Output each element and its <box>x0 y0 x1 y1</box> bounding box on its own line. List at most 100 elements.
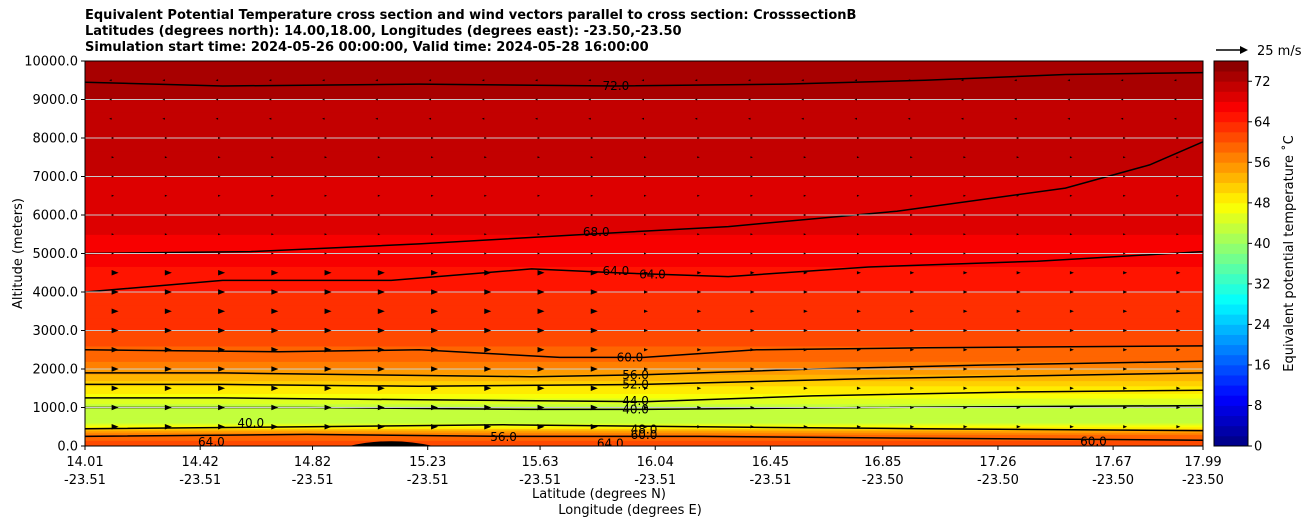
wind-vector <box>111 233 115 236</box>
wind-vector <box>162 79 165 82</box>
colorbar-label: Equivalent potential temperature ˚C <box>1281 135 1297 371</box>
wind-vector <box>324 252 328 255</box>
wind-vector <box>960 79 964 82</box>
wind-vector <box>856 137 860 139</box>
plot-clip-group: 72.068.064.0 64.060.056.052.044.040.040.0… <box>85 61 1203 446</box>
wind-vector <box>164 404 172 411</box>
wind-vector <box>697 156 700 159</box>
x-tick-label-lon: -23.51 <box>292 473 334 488</box>
wind-vector <box>854 98 857 101</box>
wind-vector <box>697 175 700 178</box>
wind-vector <box>271 423 279 430</box>
wind-vector <box>1176 425 1181 429</box>
wind-vector <box>481 79 485 82</box>
colorbar-segment <box>1214 334 1248 346</box>
wind-vector <box>1176 309 1181 313</box>
contour-label: 40.0 <box>622 402 649 416</box>
wind-vector <box>324 156 328 159</box>
wind-vector <box>590 137 594 139</box>
wind-vector <box>963 233 966 236</box>
contour-label: 64.0 <box>603 264 630 278</box>
x-tick-label-lon: -23.51 <box>634 473 676 488</box>
field-band <box>85 401 1203 405</box>
field-band <box>85 304 1203 312</box>
x-tick-label-lat: 16.85 <box>864 455 901 470</box>
field-band <box>85 259 1203 267</box>
wind-vector <box>1176 175 1179 178</box>
wind-vector <box>644 214 647 216</box>
wind-vector <box>1016 425 1021 429</box>
wind-vector <box>803 214 807 216</box>
wind-vector <box>324 366 332 372</box>
wind-vector <box>590 366 598 372</box>
field-band <box>85 395 1203 399</box>
field-band <box>85 390 1203 394</box>
colorbar-segment <box>1214 172 1248 183</box>
wind-vector <box>271 269 279 276</box>
wind-vector <box>218 423 226 430</box>
field-band <box>85 182 1203 190</box>
wind-vector <box>856 290 861 294</box>
colorbar-segment <box>1214 61 1248 72</box>
colorbar-segment <box>1214 121 1248 133</box>
wind-vector <box>375 98 378 101</box>
field-band <box>85 444 1203 446</box>
wind-vector <box>1016 175 1020 178</box>
wind-vector <box>747 79 751 82</box>
wind-vector <box>641 79 644 82</box>
wind-vector <box>164 385 172 392</box>
wind-vector <box>960 98 964 101</box>
wind-vector <box>1069 156 1073 159</box>
wind-vector <box>1120 79 1124 82</box>
wind-vector <box>164 233 168 236</box>
wind-vector <box>271 385 279 392</box>
wind-vector <box>697 425 702 429</box>
wind-vector <box>377 346 385 353</box>
wind-vector <box>218 327 226 334</box>
wind-vector <box>644 252 647 255</box>
wind-vector <box>590 308 598 315</box>
wind-vector <box>377 327 385 334</box>
wind-vector <box>1176 233 1179 236</box>
wind-vector <box>1014 117 1017 120</box>
wind-vector <box>218 175 221 178</box>
wind-vector <box>803 137 807 139</box>
wind-vector <box>271 289 279 295</box>
wind-vector <box>910 252 913 255</box>
wind-vector <box>218 404 226 411</box>
wind-vector <box>590 156 594 159</box>
field-band <box>85 356 1203 362</box>
colorbar-segment <box>1214 212 1248 224</box>
wind-vector <box>1016 156 1020 159</box>
wind-vector <box>537 289 545 295</box>
wind-vector <box>694 98 698 101</box>
wind-vector <box>111 327 119 334</box>
wind-vector <box>963 309 968 313</box>
wind-vector <box>162 98 165 101</box>
wind-vector <box>218 233 221 236</box>
wind-vector <box>111 423 119 430</box>
wind-vector <box>803 233 807 236</box>
colorbar-segment <box>1214 273 1248 285</box>
wind-vector <box>1173 79 1177 82</box>
wind-vector <box>854 117 857 120</box>
wind-vector <box>644 233 647 236</box>
colorbar-segment <box>1214 162 1248 173</box>
wind-vector <box>644 405 648 410</box>
wind-vector <box>324 194 328 197</box>
wind-vector <box>644 194 647 197</box>
wind-vector <box>1069 309 1074 313</box>
wind-vector <box>431 252 434 255</box>
wind-vector <box>590 327 598 334</box>
wind-vector <box>428 79 432 82</box>
contour-line <box>85 71 1203 87</box>
wind-vector <box>590 233 594 236</box>
wind-vector <box>588 98 591 101</box>
wind-vector <box>694 79 698 82</box>
field-band <box>85 61 1203 69</box>
x-axis-label-lat: Latitude (degrees N) <box>532 487 666 502</box>
wind-vector <box>484 404 492 411</box>
wind-vector <box>750 367 755 371</box>
x-tick-label-lon: -23.51 <box>749 473 791 488</box>
wind-vector <box>1123 214 1126 216</box>
